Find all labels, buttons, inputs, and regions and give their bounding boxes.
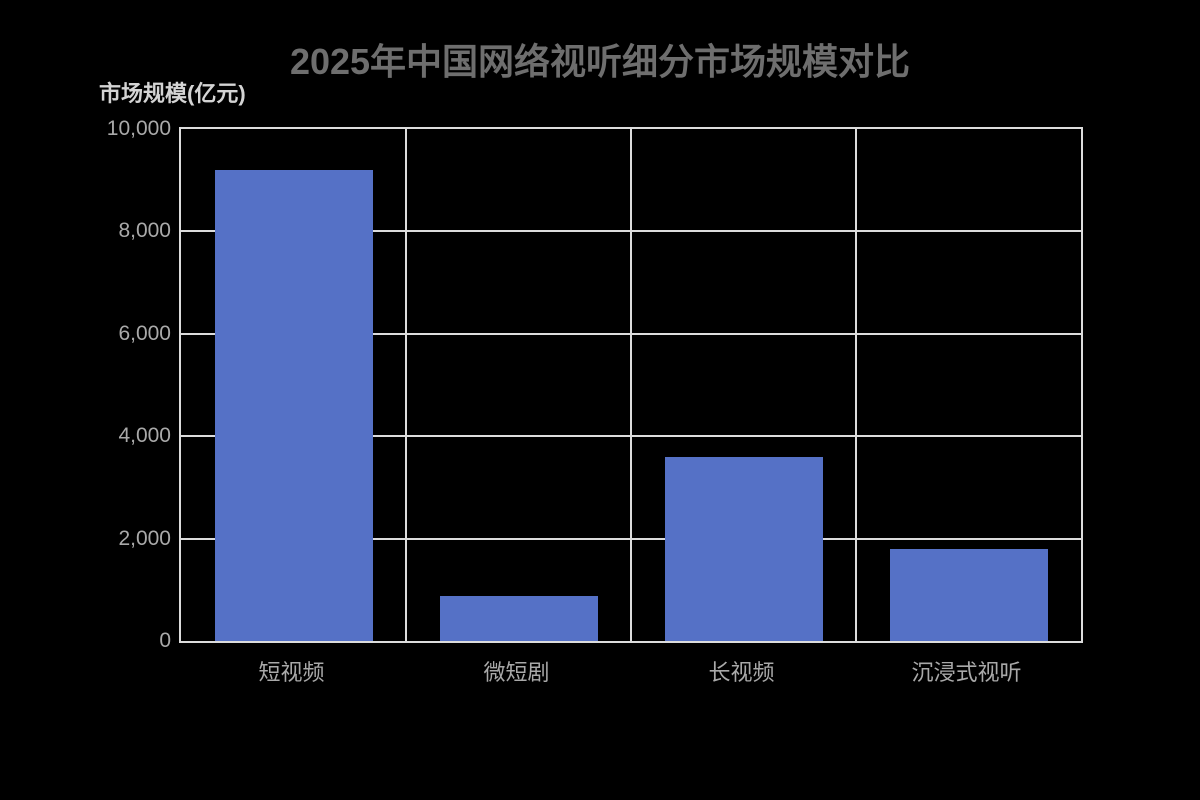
y-tick-label: 0: [159, 629, 171, 652]
vertical-gridline: [405, 129, 407, 641]
y-tick-label: 4,000: [118, 424, 171, 448]
vertical-gridline: [630, 129, 632, 641]
chart-title: 2025年中国网络视听细分市场规模对比: [289, 41, 911, 82]
bar-2: [664, 456, 823, 641]
x-category-label: 微短剧: [483, 660, 550, 685]
x-category-label: 长视频: [708, 660, 775, 685]
y-tick-label: 6,000: [118, 321, 171, 345]
bar-3: [889, 548, 1048, 641]
y-tick-label: 2,000: [118, 526, 171, 550]
y-tick-label: 10,000: [106, 117, 171, 140]
bar-0: [214, 169, 373, 641]
x-category-label: 沉浸式视听: [911, 660, 1022, 685]
bar-1: [439, 595, 598, 641]
y-axis-title: 市场规模(亿元): [99, 81, 246, 106]
vertical-gridline: [855, 129, 857, 641]
y-tick-label: 8,000: [118, 219, 171, 243]
x-category-label: 短视频: [258, 660, 325, 685]
plot-area: [179, 127, 1083, 643]
